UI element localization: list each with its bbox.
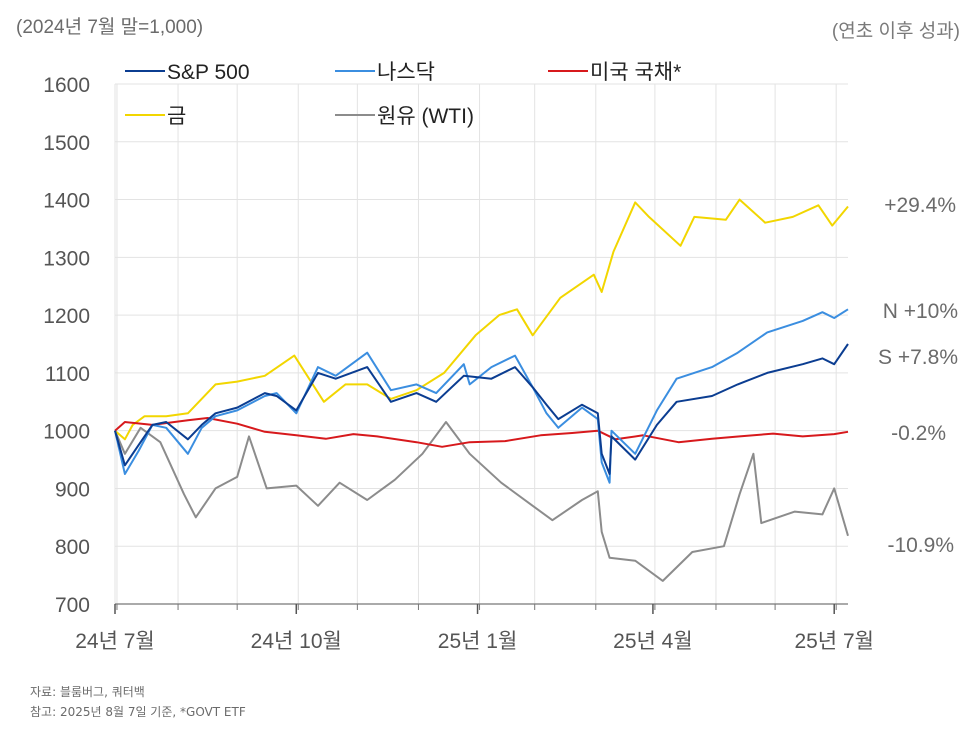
- y-tick-label: 1300: [43, 247, 90, 270]
- legend-label: S&P 500: [167, 61, 250, 84]
- x-tick-label: 25년 7월: [794, 630, 874, 653]
- legend: S&P 500 나스닥 미국 국채* 금 원유 (WTI): [125, 61, 681, 128]
- end-label: -0.2%: [891, 422, 946, 445]
- x-tick-label: 25년 1월: [438, 630, 518, 653]
- series-line-2: [114, 417, 849, 448]
- end-label: S +7.8%: [878, 346, 958, 369]
- y-tick-label: 1400: [43, 190, 90, 213]
- legend-label: 금: [167, 105, 186, 128]
- y-tick-label: 800: [55, 536, 90, 559]
- axes: 700 800 900 1000 1100 1200 1300 1400 1500 1600 24년…: [43, 74, 874, 653]
- end-label: +29.4%: [884, 194, 956, 217]
- x-tick-label: 24년 7월: [75, 630, 155, 653]
- y-tick-label: 1100: [45, 363, 90, 386]
- legend-label: 미국 국채*: [590, 61, 681, 84]
- series-lines: [114, 198, 849, 582]
- y-tick-label: 1600: [43, 74, 90, 97]
- right-unit-label: (연초 이후 성과): [832, 20, 960, 42]
- y-tick-label: 700: [55, 594, 90, 617]
- left-unit-label: (2024년 7월 말=1,000): [16, 16, 203, 38]
- grid: [114, 83, 848, 604]
- end-labels: S +7.8% N +10% -0.2% +29.4% -10.9%: [878, 194, 958, 557]
- y-tick-label: 1000: [43, 421, 90, 444]
- reference-note: 참고: 2025년 8월 7일 기준, *GOVT ETF: [30, 705, 246, 719]
- y-tick-label: 1200: [43, 305, 90, 328]
- legend-label: 원유 (WTI): [377, 105, 474, 128]
- y-tick-label: 1500: [43, 132, 90, 155]
- series-line-3: [114, 198, 849, 441]
- series-line-0: [114, 343, 849, 475]
- end-label: N +10%: [883, 300, 958, 323]
- series-line-1: [114, 308, 849, 484]
- y-tick-label: 900: [55, 478, 90, 501]
- x-tick-label: 24년 10월: [251, 630, 342, 653]
- end-label: -10.9%: [887, 534, 954, 557]
- legend-label: 나스닥: [377, 61, 435, 84]
- series-line-4: [114, 421, 849, 582]
- x-tick-label: 25년 4월: [613, 630, 693, 653]
- source-note: 자료: 블룸버그, 쿼터백: [30, 685, 145, 699]
